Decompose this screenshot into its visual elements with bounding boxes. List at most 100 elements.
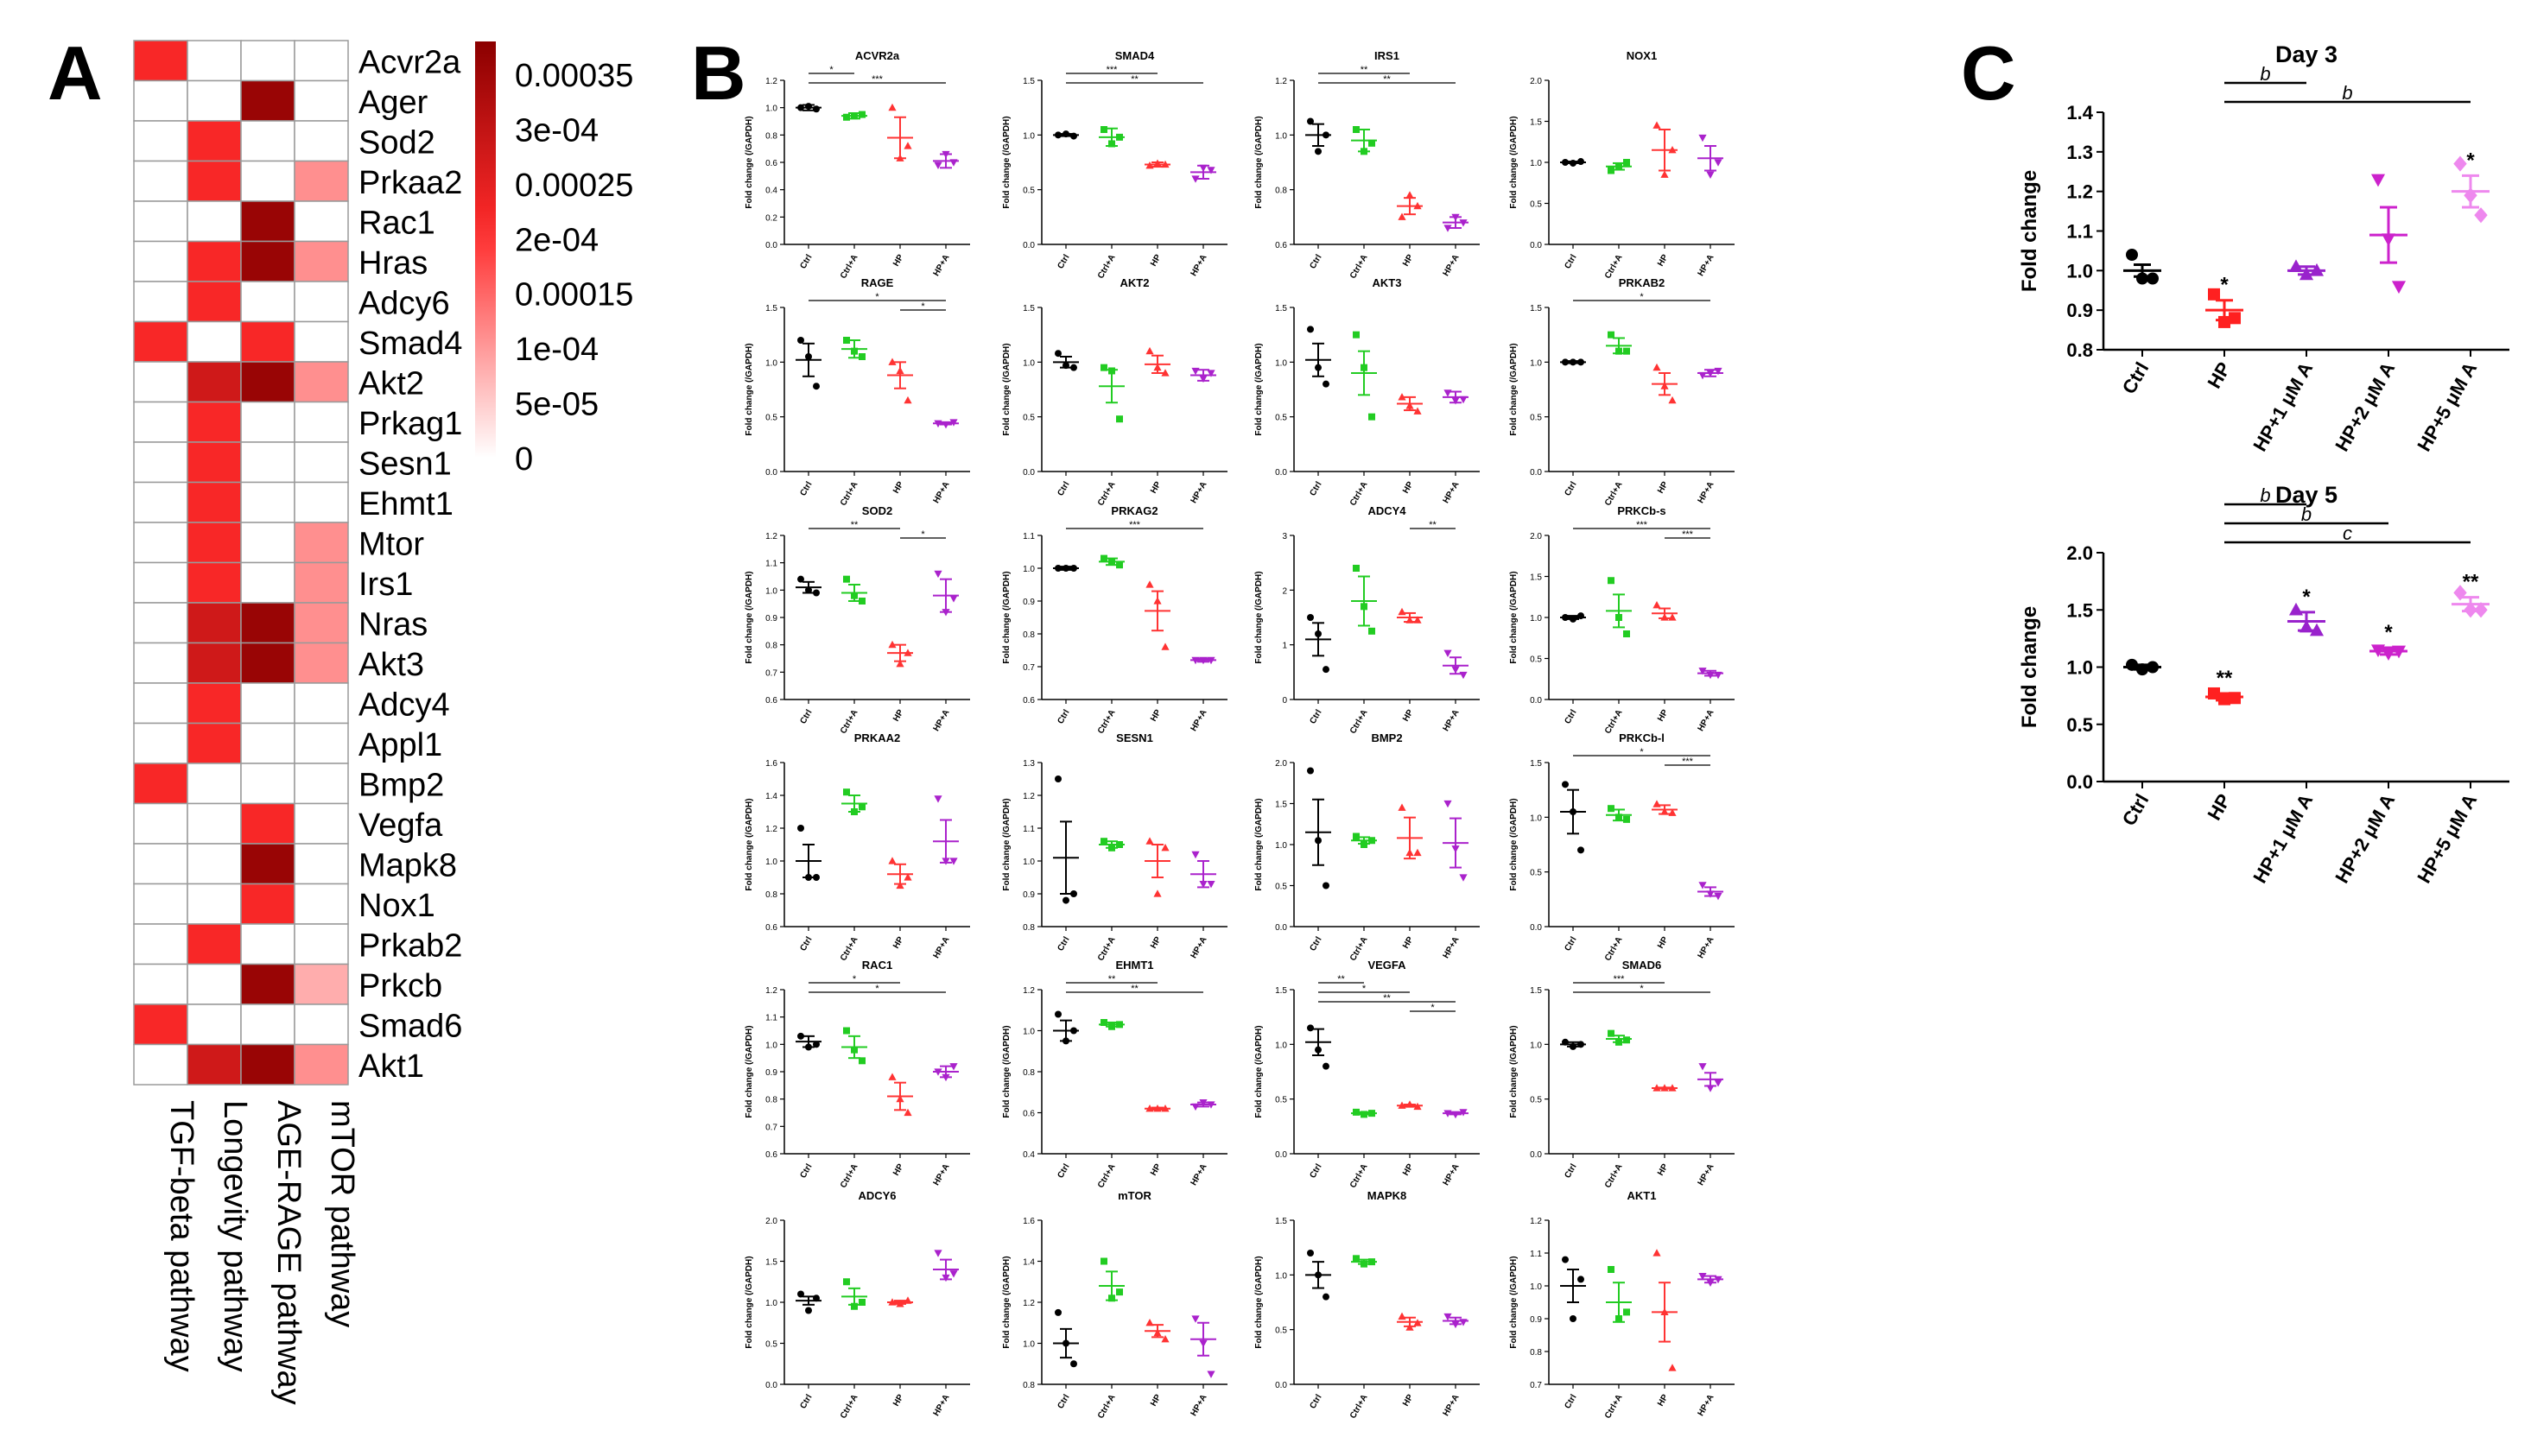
data-point bbox=[851, 592, 858, 599]
data-point bbox=[1660, 613, 1669, 621]
y-tick-label: 1.5 bbox=[1530, 759, 1542, 769]
heatmap-cell bbox=[240, 320, 295, 363]
y-tick-label: 1.5 bbox=[1530, 986, 1542, 996]
data-point bbox=[2381, 233, 2396, 247]
data-point bbox=[888, 103, 897, 111]
y-tick-label: 1.5 bbox=[2066, 599, 2093, 621]
x-tick-label: HP+A bbox=[932, 1162, 952, 1187]
x-tick-label: Ctrl+A bbox=[1096, 253, 1118, 281]
significance-star: ** bbox=[2217, 667, 2233, 690]
data-point bbox=[2474, 602, 2488, 618]
heatmap-cell bbox=[133, 441, 188, 484]
data-point bbox=[888, 640, 897, 649]
y-tick-label: 0.7 bbox=[765, 668, 777, 678]
significance-label: * bbox=[921, 301, 925, 312]
subplot-title: NOX1 bbox=[1627, 49, 1657, 62]
heatmap-cell bbox=[294, 481, 349, 523]
data-point bbox=[1714, 671, 1722, 680]
scatter-subplot: AKT2 0.0 0.5 1.0 1.5 Fold change (/GAPDH) Ctrl… bbox=[1002, 276, 1227, 508]
data-point bbox=[2453, 585, 2467, 601]
data-point bbox=[1570, 615, 1576, 623]
y-tick-label: 1.0 bbox=[1530, 1282, 1542, 1292]
y-tick-label: 0.7 bbox=[765, 1123, 777, 1132]
data-point bbox=[2391, 645, 2407, 659]
y-tick-label: 0.6 bbox=[765, 159, 777, 168]
x-tick-label: Ctrl bbox=[1308, 708, 1323, 726]
x-tick-label: HP bbox=[1149, 708, 1164, 724]
data-point bbox=[1443, 225, 1452, 232]
heatmap-cell bbox=[187, 522, 242, 564]
x-tick-label: HP bbox=[1401, 1162, 1416, 1178]
data-point bbox=[1698, 1273, 1707, 1281]
x-tick-label: HP+A bbox=[1442, 253, 1462, 278]
significance-label: * bbox=[875, 292, 879, 302]
y-tick-label: 1.0 bbox=[1023, 858, 1035, 867]
colorbar-tick-label: 0 bbox=[515, 441, 533, 478]
data-point bbox=[1405, 191, 1414, 199]
data-point bbox=[1199, 656, 1208, 665]
y-tick-label: 1.1 bbox=[1023, 532, 1035, 541]
scatter-subplot: SMAD6 0.0 0.5 1.0 1.5 Fold change (/GAPDH) Ctr… bbox=[1509, 959, 1735, 1190]
y-tick-label: 1.0 bbox=[1023, 565, 1035, 574]
x-tick-label: Ctrl+A bbox=[839, 935, 860, 963]
data-point bbox=[2147, 661, 2159, 674]
y-tick-label: 1.2 bbox=[1023, 986, 1035, 996]
heatmap-column-label: mTOR pathway bbox=[324, 1100, 360, 1327]
data-point bbox=[1323, 1293, 1329, 1301]
heatmap-cell bbox=[240, 120, 295, 162]
data-point bbox=[1108, 367, 1115, 375]
y-tick-label: 1.4 bbox=[2066, 102, 2093, 123]
data-point bbox=[1161, 844, 1170, 851]
heatmap-cell bbox=[240, 1043, 295, 1086]
heatmap-cell bbox=[133, 602, 188, 644]
x-tick-label: Ctrl+A bbox=[1096, 935, 1118, 963]
heatmap-cell bbox=[133, 722, 188, 764]
colorbar-tick-label: 0.00015 bbox=[515, 277, 633, 313]
x-tick-label: Ctrl+A bbox=[1348, 1393, 1370, 1421]
data-point bbox=[1070, 1027, 1077, 1035]
data-point bbox=[1108, 140, 1115, 148]
data-point bbox=[934, 1068, 942, 1076]
y-axis-label: Fold change bbox=[2018, 170, 2041, 292]
data-point bbox=[1652, 1084, 1661, 1092]
y-tick-label: 0.0 bbox=[1275, 923, 1287, 933]
data-point bbox=[805, 1307, 812, 1314]
data-point bbox=[1315, 1271, 1322, 1279]
y-tick-label: 1.0 bbox=[765, 358, 777, 368]
data-point bbox=[859, 111, 866, 118]
heatmap-column-label: TGF-beta pathway bbox=[163, 1100, 200, 1372]
y-tick-label: 0.9 bbox=[1530, 1315, 1542, 1325]
x-tick-label: HP+A bbox=[1697, 253, 1716, 278]
heatmap-row-label: Ehmt1 bbox=[358, 486, 454, 522]
heatmap-cell bbox=[240, 763, 295, 805]
significance-label: ** bbox=[1131, 984, 1139, 994]
y-tick-label: 1.4 bbox=[765, 792, 777, 801]
heatmap-cell bbox=[294, 883, 349, 925]
fold-change-panel: Day 3 0.8 0.9 1.0 1.1 1.2 1.3 1.4 Fold change Ctr… bbox=[2018, 41, 2509, 887]
data-point bbox=[851, 1302, 858, 1310]
x-tick-label: HP+A bbox=[1189, 1162, 1209, 1187]
heatmap-cell bbox=[133, 923, 188, 965]
significance-label: ** bbox=[1429, 520, 1437, 530]
data-point bbox=[1199, 375, 1208, 383]
data-point bbox=[1570, 1042, 1576, 1050]
data-point bbox=[1101, 364, 1107, 371]
y-axis-label: Fold change (/GAPDH) bbox=[745, 1256, 754, 1348]
significance-label: * bbox=[1640, 292, 1644, 302]
data-point bbox=[1307, 614, 1314, 621]
x-tick-label: Ctrl bbox=[1056, 708, 1071, 726]
x-tick-label: HP bbox=[1149, 1393, 1164, 1409]
heatmap-cell bbox=[187, 481, 242, 523]
data-point bbox=[1459, 219, 1468, 227]
heatmap-cell bbox=[133, 963, 188, 1005]
subplot-title: PRKAA2 bbox=[854, 731, 900, 744]
heatmap-cell bbox=[240, 682, 295, 725]
data-point bbox=[1405, 402, 1414, 409]
data-point bbox=[1413, 848, 1422, 857]
data-point bbox=[1413, 1319, 1422, 1326]
heatmap-cell bbox=[240, 843, 295, 885]
data-point bbox=[1443, 800, 1452, 808]
y-tick-label: 1.1 bbox=[765, 560, 777, 569]
data-point bbox=[1451, 666, 1460, 674]
data-point bbox=[1570, 358, 1576, 366]
